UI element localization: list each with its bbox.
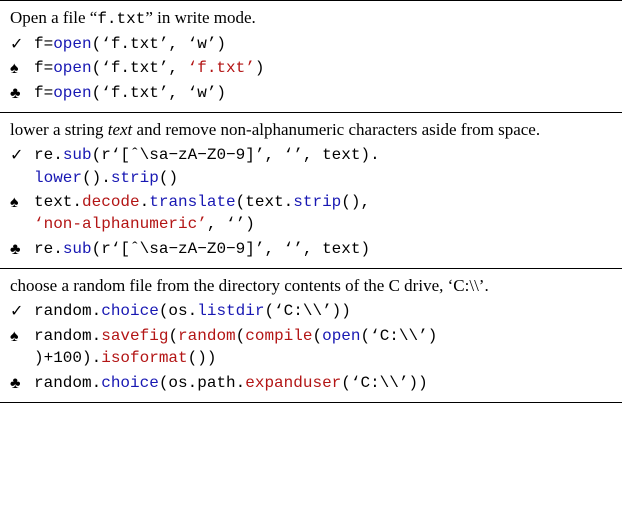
token-plain: ( bbox=[168, 327, 178, 345]
club-marker-icon: ♣ bbox=[10, 82, 34, 105]
token-plain: (os.path. bbox=[159, 374, 245, 392]
token-func: strip bbox=[111, 169, 159, 187]
code-snippet: f=open(‘f.txt’, ‘w’) bbox=[34, 33, 612, 55]
code-row: ✓f=open(‘f.txt’, ‘w’) bbox=[10, 33, 612, 56]
code-row: ♣re.sub(r‘[ˆ\sa−zA−Z0−9]’, ‘’, text) bbox=[10, 238, 612, 261]
token-plain: (‘f.txt’, ‘w’) bbox=[92, 35, 226, 53]
token-plain: random. bbox=[34, 302, 101, 320]
token-plain: f= bbox=[34, 59, 53, 77]
code-row: ♠text.decode.translate(text.strip(), ‘no… bbox=[10, 191, 612, 236]
examples-table: Open a file “f.txt” in write mode.✓f=ope… bbox=[0, 0, 622, 403]
token-err: isoformat bbox=[101, 349, 187, 367]
code-snippet: random.choice(os.path.expanduser(‘C:\\’)… bbox=[34, 372, 612, 394]
token-plain: (). bbox=[82, 169, 111, 187]
token-func: choice bbox=[101, 302, 159, 320]
inline-code: f.txt bbox=[97, 10, 145, 28]
token-func: translate bbox=[149, 193, 235, 211]
token-plain: f= bbox=[34, 35, 53, 53]
token-func: open bbox=[53, 35, 91, 53]
token-plain: ( bbox=[312, 327, 322, 345]
token-plain: () bbox=[159, 169, 178, 187]
example-section: lower a string text and remove non-alpha… bbox=[0, 112, 622, 268]
prompt-text: Open a file “f.txt” in write mode. bbox=[10, 7, 612, 31]
italic-text: text bbox=[108, 120, 133, 139]
check-marker-icon: ✓ bbox=[10, 300, 34, 323]
code-snippet: f=open(‘f.txt’, ‘w’) bbox=[34, 82, 612, 104]
token-err: random bbox=[178, 327, 236, 345]
token-plain: ( bbox=[236, 327, 246, 345]
example-section: Open a file “f.txt” in write mode.✓f=ope… bbox=[0, 1, 622, 112]
token-err: ‘non-alphanumeric’ bbox=[34, 215, 207, 233]
example-section: choose a random file from the directory … bbox=[0, 268, 622, 402]
spade-marker-icon: ♠ bbox=[10, 191, 34, 214]
code-snippet: re.sub(r‘[ˆ\sa−zA−Z0−9]’, ‘’, text) bbox=[34, 238, 612, 260]
token-err: decode bbox=[82, 193, 140, 211]
token-plain: re. bbox=[34, 240, 63, 258]
token-func: open bbox=[53, 84, 91, 102]
code-row: ✓re.sub(r‘[ˆ\sa−zA−Z0−9]’, ‘’, text). lo… bbox=[10, 144, 612, 189]
code-row: ✓random.choice(os.listdir(‘C:\\’)) bbox=[10, 300, 612, 323]
token-err: savefig bbox=[101, 327, 168, 345]
token-func: lower bbox=[34, 169, 82, 187]
token-plain: (), bbox=[341, 193, 370, 211]
token-func: open bbox=[322, 327, 360, 345]
token-func: open bbox=[53, 59, 91, 77]
token-plain: f= bbox=[34, 84, 53, 102]
check-marker-icon: ✓ bbox=[10, 33, 34, 56]
token-plain: (‘f.txt’, bbox=[92, 59, 188, 77]
token-err: compile bbox=[245, 327, 312, 345]
club-marker-icon: ♣ bbox=[10, 238, 34, 261]
token-plain: random. bbox=[34, 374, 101, 392]
token-func: choice bbox=[101, 374, 159, 392]
token-func: strip bbox=[293, 193, 341, 211]
token-plain: (os. bbox=[159, 302, 197, 320]
code-row: ♠f=open(‘f.txt’, ‘f.txt’) bbox=[10, 57, 612, 80]
code-snippet: random.savefig(random(compile(open(‘C:\\… bbox=[34, 325, 612, 370]
token-plain: (r‘[ˆ\sa−zA−Z0−9]’, ‘’, text) bbox=[92, 240, 370, 258]
token-plain: , ‘’) bbox=[207, 215, 255, 233]
code-row: ♠random.savefig(random(compile(open(‘C:\… bbox=[10, 325, 612, 370]
code-row: ♣f=open(‘f.txt’, ‘w’) bbox=[10, 82, 612, 105]
token-plain: ) bbox=[255, 59, 265, 77]
token-plain: text. bbox=[34, 193, 82, 211]
token-func: listdir bbox=[197, 302, 264, 320]
spade-marker-icon: ♠ bbox=[10, 325, 34, 348]
token-plain: . bbox=[140, 193, 150, 211]
token-plain: ()) bbox=[188, 349, 217, 367]
code-snippet: re.sub(r‘[ˆ\sa−zA−Z0−9]’, ‘’, text). low… bbox=[34, 144, 612, 189]
code-snippet: f=open(‘f.txt’, ‘f.txt’) bbox=[34, 57, 612, 79]
token-plain: re. bbox=[34, 146, 63, 164]
prompt-text: choose a random file from the directory … bbox=[10, 275, 612, 298]
token-err: expanduser bbox=[245, 374, 341, 392]
code-row: ♣random.choice(os.path.expanduser(‘C:\\’… bbox=[10, 372, 612, 395]
token-plain: (‘C:\\’)) bbox=[341, 374, 427, 392]
token-plain: random. bbox=[34, 327, 101, 345]
token-plain: (‘C:\\’)) bbox=[264, 302, 350, 320]
token-func: sub bbox=[63, 146, 92, 164]
club-marker-icon: ♣ bbox=[10, 372, 34, 395]
token-plain: (‘f.txt’, ‘w’) bbox=[92, 84, 226, 102]
token-func: sub bbox=[63, 240, 92, 258]
check-marker-icon: ✓ bbox=[10, 144, 34, 167]
code-snippet: random.choice(os.listdir(‘C:\\’)) bbox=[34, 300, 612, 322]
token-plain: (r‘[ˆ\sa−zA−Z0−9]’, ‘’, text). bbox=[92, 146, 380, 164]
token-err: ‘f.txt’ bbox=[188, 59, 255, 77]
prompt-text: lower a string text and remove non-alpha… bbox=[10, 119, 612, 142]
token-plain: (text. bbox=[236, 193, 294, 211]
spade-marker-icon: ♠ bbox=[10, 57, 34, 80]
code-snippet: text.decode.translate(text.strip(), ‘non… bbox=[34, 191, 612, 236]
